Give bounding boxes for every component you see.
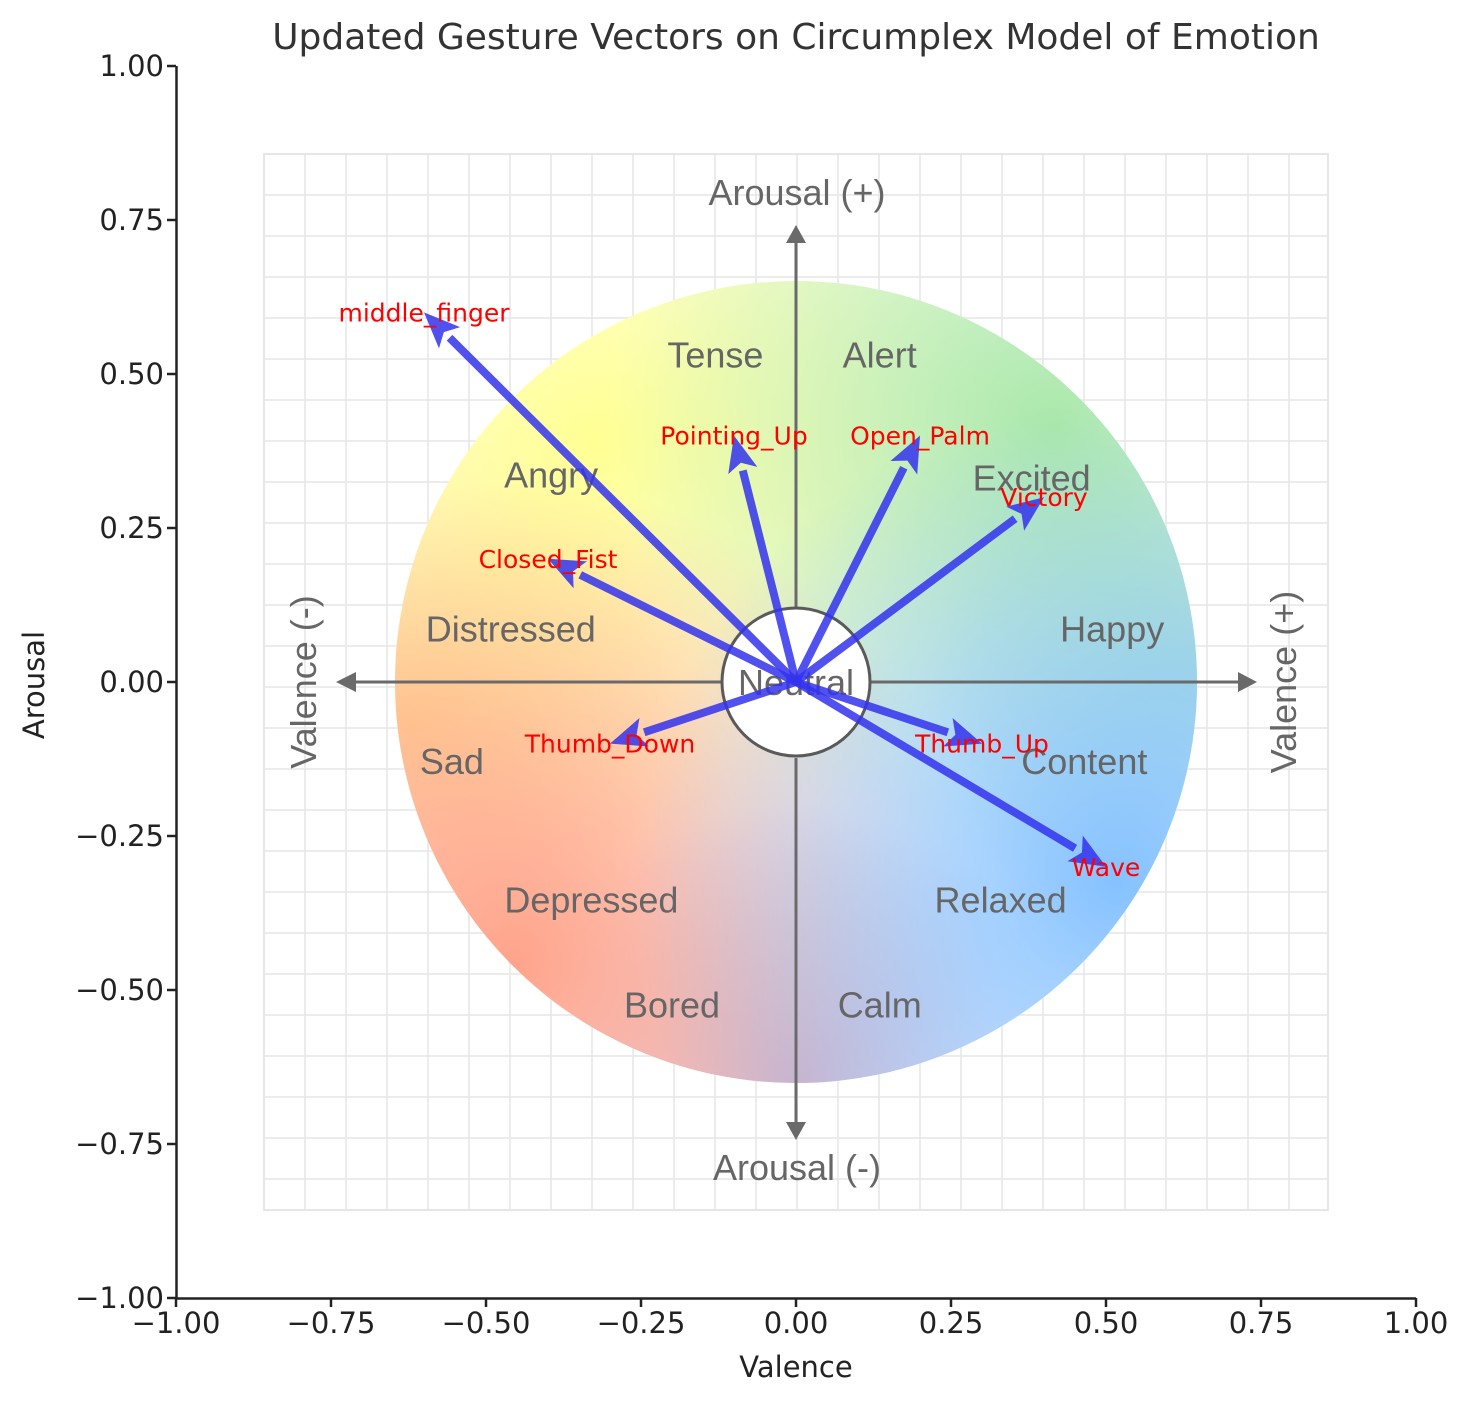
y-axis-label: Arousal	[17, 631, 51, 739]
x-axis-label: Valence	[739, 1350, 852, 1384]
emotion-label: Calm	[838, 984, 922, 1025]
gesture-labels: middle_finger Pointing_Up Open_Palm Victory…	[339, 298, 1141, 881]
valence-neg-label: Valence (-)	[283, 595, 324, 768]
arousal-pos-label: Arousal (+)	[708, 172, 885, 213]
x-tick-label: −1.00	[132, 1306, 221, 1340]
y-tick-label: −0.25	[75, 819, 164, 853]
x-tick-label: 0.50	[1074, 1306, 1139, 1340]
x-tick-label: 1.00	[1384, 1306, 1449, 1340]
x-axis-ticks: −1.00 −0.75 −0.50 −0.25 0.00 0.25 0.50 0.75 1.00	[132, 1298, 1449, 1340]
x-tick-label: 0.25	[919, 1306, 984, 1340]
emotion-label: Relaxed	[935, 880, 1067, 921]
emotion-label: Bored	[624, 984, 720, 1025]
x-tick-label: −0.75	[287, 1306, 376, 1340]
gesture-vector	[424, 312, 799, 685]
y-tick-label: −0.75	[75, 1127, 164, 1161]
gesture-vector	[794, 678, 982, 747]
x-tick-label: 0.00	[764, 1306, 829, 1340]
gesture-label: Victory	[1000, 483, 1088, 512]
emotion-label: Tense	[667, 335, 763, 376]
y-tick-label: 0.50	[99, 357, 164, 391]
gesture-label: Thumb_Up	[914, 730, 1049, 759]
gesture-vectors	[424, 312, 1106, 867]
y-axis-ticks: 1.00 0.75 0.50 0.25 0.00 −0.25 −0.50 −0.75 −1.00	[75, 49, 176, 1315]
emotion-label: Depressed	[504, 880, 678, 921]
gesture-label: Pointing_Up	[660, 422, 807, 451]
x-tick-label: 0.75	[1229, 1306, 1294, 1340]
emotion-label: Happy	[1060, 609, 1164, 650]
y-tick-label: 0.25	[99, 511, 164, 545]
y-tick-label: 1.00	[99, 49, 164, 83]
gesture-label: Wave	[1072, 853, 1141, 882]
gesture-label: Closed_Fist	[479, 545, 618, 574]
emotion-label: Sad	[420, 741, 484, 782]
gesture-vector	[610, 678, 798, 747]
gesture-label: Thumb_Down	[524, 730, 696, 759]
gesture-vector	[728, 435, 800, 683]
emotion-label: Excited	[973, 458, 1091, 499]
gesture-vector	[793, 678, 1106, 867]
diagram-axes	[336, 225, 1257, 1140]
y-tick-label: −0.50	[75, 973, 164, 1007]
arousal-neg-label: Arousal (-)	[713, 1147, 881, 1188]
y-tick-label: −1.00	[75, 1281, 164, 1315]
x-tick-label: −0.50	[442, 1306, 531, 1340]
valence-pos-label: Valence (+)	[1263, 591, 1304, 773]
chart-title: Updated Gesture Vectors on Circumplex Mo…	[272, 17, 1320, 58]
emotion-label: Distressed	[426, 609, 596, 650]
gesture-label: Open_Palm	[850, 422, 990, 451]
y-tick-label: 0.00	[99, 665, 164, 699]
gesture-vector	[548, 558, 798, 686]
gesture-vector	[793, 497, 1044, 686]
x-tick-label: −0.25	[597, 1306, 686, 1340]
y-tick-label: 0.75	[99, 203, 164, 237]
gesture-vector	[792, 435, 920, 684]
emotion-label: Content	[1021, 741, 1147, 782]
emotion-label: Alert	[843, 335, 917, 376]
gesture-label: middle_finger	[339, 298, 511, 327]
